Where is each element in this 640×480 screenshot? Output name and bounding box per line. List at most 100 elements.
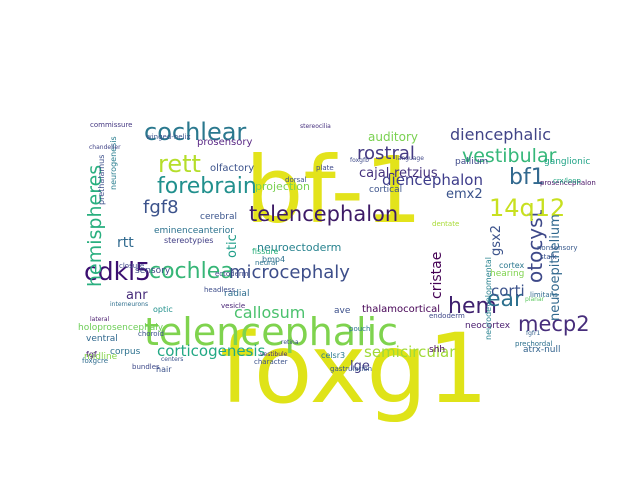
word-anr: anr: [126, 288, 148, 303]
word-planar: planar: [525, 296, 545, 303]
word-ectoderm: ectoderm: [215, 270, 249, 278]
word-neocortex: neocortex: [465, 321, 511, 331]
word-cochlea: cochlea: [149, 259, 234, 284]
word-cochlear: cochlear: [144, 118, 246, 146]
word-rostral: rostral: [357, 143, 415, 164]
word-sensory: sensory: [135, 266, 171, 276]
word-hearing: hearing: [490, 269, 524, 279]
word-pouch: pouch: [349, 325, 370, 333]
word-cristae: cristae: [429, 252, 445, 299]
word-nonsensory: nonsensory: [537, 244, 578, 252]
word-neurogenesis: neurogenesis: [109, 136, 118, 190]
word-fgf8: fgf8: [143, 197, 179, 218]
word-rett: rett: [158, 150, 201, 178]
word-bundles: bundles: [132, 363, 160, 371]
word-hair: hair: [156, 365, 172, 374]
word-character: character: [254, 358, 288, 366]
word-celsr3: celsr3: [321, 351, 345, 360]
word-centers: centers: [161, 356, 183, 363]
word-optic: optic: [153, 305, 173, 314]
word-gastrulation: gastrulation: [330, 365, 372, 373]
word-ganglionic: ganglionic: [544, 157, 590, 167]
word-stalk: stalk: [540, 253, 558, 261]
word-plate: plate: [316, 164, 334, 172]
word-corticogenesis: corticogenesis: [157, 342, 266, 360]
word-retina: retina: [281, 339, 299, 346]
word-cerebral: cerebral: [200, 212, 237, 222]
word-language: language: [396, 155, 424, 162]
word-prosencephalon: prosencephalon: [540, 179, 596, 187]
word-eminenceanterior: eminenceanterior: [154, 226, 234, 236]
word-commissure: commissure: [90, 121, 132, 129]
word-prechordal: prechordal: [515, 340, 553, 348]
word-ventral: ventral: [86, 334, 118, 344]
word-corti: corti: [491, 282, 525, 300]
word-foxgcre: foxgcre: [82, 357, 108, 365]
word-projection: projection: [255, 180, 310, 193]
word-fgfr1: fgfr1: [526, 330, 541, 337]
word-lateral: lateral: [90, 316, 110, 323]
word-headless: headless: [204, 286, 235, 294]
word-closure: closure: [119, 262, 144, 270]
word-bf1: bf1: [509, 165, 545, 190]
word-diencephalon: diencephalon: [382, 171, 483, 189]
word-prosensory: prosensory: [197, 137, 252, 148]
word-interneurons: interneurons: [110, 301, 148, 308]
word-cajal-retzius: cajal-retzius: [359, 166, 438, 181]
word-dentate: dentate: [432, 220, 459, 228]
word-otocyst: otocyst: [523, 209, 547, 283]
word-14q12: 14q12: [489, 194, 565, 222]
word-rtt: rtt: [117, 235, 134, 251]
word-vestibule: vestibule: [260, 351, 288, 358]
word-forebrain: forebrain: [157, 174, 257, 199]
word-cortical: cortical: [369, 185, 402, 195]
word-atrx-null: atrx-null: [523, 345, 561, 355]
word-otic: otic: [225, 234, 240, 258]
word-mecp2: mecp2: [518, 312, 590, 336]
word-telencephalic: telencephalic: [144, 310, 398, 354]
word-fgf: fgf: [86, 350, 97, 359]
word-choroid: choroid: [138, 330, 164, 338]
word-lge: lge: [350, 359, 370, 374]
word-foxg1: foxg1: [220, 313, 488, 425]
word-ear: ear: [487, 287, 524, 312]
word-emx2: emx2: [446, 187, 483, 202]
word-crx-loop: crx/loop: [553, 177, 582, 185]
word-vestibular: vestibular: [462, 145, 557, 167]
word-hem: hem: [448, 294, 497, 319]
word-limitans: limitans: [530, 291, 558, 299]
word-auditory: auditory: [368, 130, 418, 144]
word-callosum: callosum: [234, 303, 305, 322]
word-radial: radial: [224, 289, 249, 299]
word-hemispheres: hemispheres: [84, 165, 106, 287]
word-stereotypies: stereotypies: [164, 236, 213, 245]
word-thalamocortical: thalamocortical: [362, 304, 440, 315]
word-neuroectoderm: neuroectoderm: [257, 241, 341, 254]
word-cdkl5: cdkl5: [84, 257, 151, 286]
word-winged-helix: winged-helix: [146, 133, 191, 141]
word-chandelier: chandelier: [89, 144, 121, 151]
word-vesicle: vesicle: [221, 302, 245, 310]
word-neurodevelopmental: neurodevelopmental: [484, 257, 493, 340]
word-semicircular: semicircular: [364, 343, 456, 361]
word-foxgfb: foxgfb: [350, 157, 369, 164]
word-diencephalic: diencephalic: [450, 125, 551, 144]
word-fissure: fissure: [252, 247, 279, 256]
word-neuroepithelium: neuroepithelium: [548, 214, 563, 321]
word-corpus: corpus: [110, 347, 141, 357]
word-gsx2: gsx2: [489, 225, 504, 256]
word-shh: shh: [429, 345, 445, 355]
word-ave: ave: [334, 306, 351, 316]
word-neural: neural: [255, 259, 277, 267]
word-stereocilia: stereocilia: [300, 123, 331, 130]
word-microcephaly: microcephaly: [229, 262, 350, 283]
word-pallium: pallium: [455, 157, 488, 167]
word-cortex: cortex: [499, 261, 525, 270]
word-dorsal: dorsal: [285, 176, 307, 184]
word-prethalamus: prethalamus: [97, 155, 106, 205]
word-midline: midline: [84, 352, 118, 362]
word-bmp4: bmp4: [262, 255, 285, 264]
word-bf-1: bf-1: [245, 137, 423, 244]
